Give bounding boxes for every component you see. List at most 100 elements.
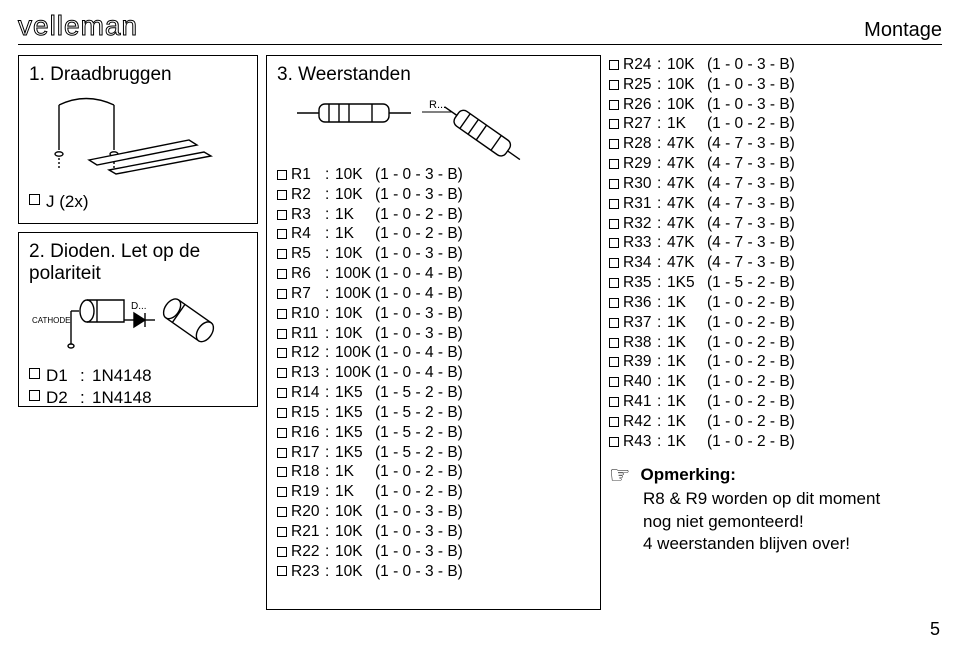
- resistor-ref: R30: [623, 174, 657, 194]
- colon: :: [657, 253, 667, 273]
- checkbox-icon[interactable]: [277, 566, 287, 576]
- resistor-value: 1K: [335, 205, 375, 225]
- section-2-title: 2. Dioden. Let op de polariteit: [29, 241, 247, 285]
- r-label: R...: [429, 99, 446, 111]
- checkbox-icon[interactable]: [609, 258, 619, 268]
- resistor-ref: R12: [291, 343, 325, 363]
- resistor-code: (4 - 7 - 3 - B): [707, 134, 921, 154]
- checkbox-icon[interactable]: [609, 278, 619, 288]
- resistor-item: R24:10K(1 - 0 - 3 - B): [609, 55, 921, 75]
- section-3-title: 3. Weerstanden: [277, 64, 590, 86]
- resistor-code: (1 - 0 - 2 - B): [707, 313, 921, 333]
- resistor-drawing: R...: [277, 90, 577, 165]
- resistor-value: 1K: [335, 482, 375, 502]
- resistor-ref: R15: [291, 403, 325, 423]
- resistor-item: R10:10K(1 - 0 - 3 - B): [277, 304, 590, 324]
- resistor-code: (1 - 0 - 3 - B): [707, 75, 921, 95]
- resistor-code: (1 - 0 - 2 - B): [707, 293, 921, 313]
- resistor-value: 1K5: [335, 423, 375, 443]
- checkbox-icon[interactable]: [609, 119, 619, 129]
- checkbox-icon[interactable]: [609, 159, 619, 169]
- checkbox-icon[interactable]: [609, 139, 619, 149]
- checkbox-icon[interactable]: [277, 309, 287, 319]
- checkbox-icon[interactable]: [609, 357, 619, 367]
- checkbox-icon[interactable]: [277, 428, 287, 438]
- colon: :: [657, 233, 667, 253]
- checkbox-icon[interactable]: [609, 437, 619, 447]
- checkbox-icon[interactable]: [29, 194, 40, 205]
- resistor-ref: R37: [623, 313, 657, 333]
- right-column: R24:10K(1 - 0 - 3 - B)R25:10K(1 - 0 - 3 …: [609, 55, 921, 556]
- checkbox-icon[interactable]: [277, 170, 287, 180]
- checkbox-icon[interactable]: [277, 229, 287, 239]
- resistor-ref: R39: [623, 352, 657, 372]
- checkbox-icon[interactable]: [277, 269, 287, 279]
- checkbox-icon[interactable]: [609, 80, 619, 90]
- diode-ref: D2: [46, 387, 80, 409]
- checkbox-icon[interactable]: [609, 318, 619, 328]
- checkbox-icon[interactable]: [609, 338, 619, 348]
- checkbox-icon[interactable]: [609, 238, 619, 248]
- checkbox-icon[interactable]: [277, 210, 287, 220]
- checkbox-icon[interactable]: [609, 199, 619, 209]
- resistor-item: R22:10K(1 - 0 - 3 - B): [277, 542, 590, 562]
- resistor-value: 1K: [667, 352, 707, 372]
- resistor-value: 100K: [335, 284, 375, 304]
- checkbox-icon[interactable]: [277, 289, 287, 299]
- checkbox-icon[interactable]: [277, 368, 287, 378]
- checkbox-icon[interactable]: [277, 249, 287, 259]
- checkbox-icon[interactable]: [277, 190, 287, 200]
- resistor-ref: R21: [291, 522, 325, 542]
- colon: :: [325, 264, 335, 284]
- resistor-value: 10K: [335, 304, 375, 324]
- resistor-value: 100K: [335, 363, 375, 383]
- resistor-value: 47K: [667, 253, 707, 273]
- resistor-code: (1 - 0 - 2 - B): [707, 352, 921, 372]
- checkbox-icon[interactable]: [609, 60, 619, 70]
- checkbox-icon[interactable]: [609, 100, 619, 110]
- resistor-value: 10K: [335, 542, 375, 562]
- resistor-item: R31:47K(4 - 7 - 3 - B): [609, 194, 921, 214]
- checkbox-icon[interactable]: [609, 179, 619, 189]
- checkbox-icon[interactable]: [29, 390, 40, 401]
- resistor-value: 1K: [667, 293, 707, 313]
- colon: :: [657, 352, 667, 372]
- resistor-item: R11:10K(1 - 0 - 3 - B): [277, 324, 590, 344]
- colon: :: [325, 304, 335, 324]
- checkbox-icon[interactable]: [277, 348, 287, 358]
- resistor-code: (1 - 0 - 2 - B): [707, 114, 921, 134]
- middle-column: 3. Weerstanden R...: [266, 55, 601, 610]
- resistor-item: R32:47K(4 - 7 - 3 - B): [609, 214, 921, 234]
- checkbox-icon[interactable]: [277, 467, 287, 477]
- checkbox-icon[interactable]: [609, 417, 619, 427]
- resistor-item: R37:1K(1 - 0 - 2 - B): [609, 313, 921, 333]
- resistor-value: 10K: [335, 522, 375, 542]
- resistor-code: (1 - 5 - 2 - B): [375, 383, 590, 403]
- resistor-code: (4 - 7 - 3 - B): [707, 233, 921, 253]
- resistor-item: R25:10K(1 - 0 - 3 - B): [609, 75, 921, 95]
- checkbox-icon[interactable]: [277, 507, 287, 517]
- colon: :: [657, 313, 667, 333]
- colon: :: [325, 562, 335, 582]
- resistor-code: (4 - 7 - 3 - B): [707, 154, 921, 174]
- resistor-item: R39:1K(1 - 0 - 2 - B): [609, 352, 921, 372]
- checkbox-icon[interactable]: [277, 408, 287, 418]
- checkbox-icon[interactable]: [609, 377, 619, 387]
- resistor-code: (1 - 0 - 2 - B): [375, 205, 590, 225]
- checkbox-icon[interactable]: [277, 448, 287, 458]
- checkbox-icon[interactable]: [277, 487, 287, 497]
- checkbox-icon[interactable]: [277, 527, 287, 537]
- checkbox-icon[interactable]: [29, 368, 40, 379]
- colon: :: [80, 387, 92, 409]
- checkbox-icon[interactable]: [277, 388, 287, 398]
- checkbox-icon[interactable]: [609, 219, 619, 229]
- colon: :: [325, 383, 335, 403]
- resistor-ref: R40: [623, 372, 657, 392]
- resistor-value: 10K: [667, 95, 707, 115]
- checkbox-icon[interactable]: [609, 397, 619, 407]
- checkbox-icon[interactable]: [277, 329, 287, 339]
- colon: :: [325, 502, 335, 522]
- checkbox-icon[interactable]: [277, 547, 287, 557]
- section-1-title: 1. Draadbruggen: [29, 64, 247, 86]
- checkbox-icon[interactable]: [609, 298, 619, 308]
